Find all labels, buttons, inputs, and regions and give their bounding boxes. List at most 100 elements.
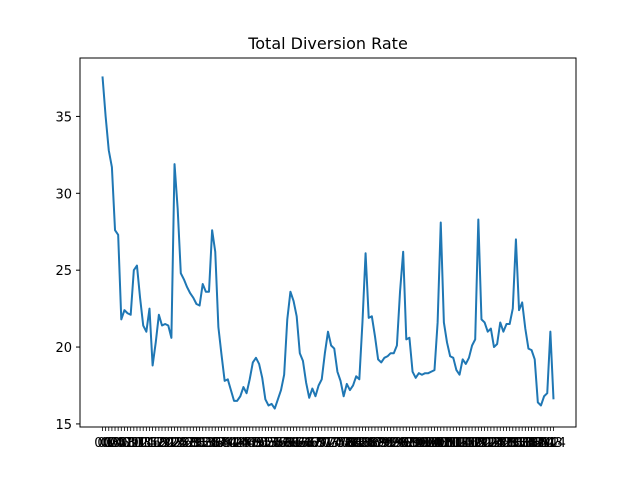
x-tick-label: 07 (116, 436, 133, 451)
x-tick-label: 49 (248, 436, 265, 451)
x-tick-label: 125 (482, 436, 507, 451)
x-tick-label: 119 (463, 436, 488, 451)
x-tick-label: 21 (160, 436, 177, 451)
x-tick-label: 52 (257, 436, 274, 451)
x-tick-label: 02 (100, 436, 117, 451)
x-tick-label: 110 (435, 436, 460, 451)
x-tick-label: 81 (348, 436, 365, 451)
x-tick-label: 15 (141, 436, 158, 451)
x-tick-label: 70 (313, 436, 330, 451)
x-tick-label: 72 (320, 436, 337, 451)
x-tick-label: 58 (276, 436, 293, 451)
x-tick-label: 51 (254, 436, 271, 451)
x-tick-label: 89 (373, 436, 390, 451)
x-tick-label: 140 (529, 436, 554, 451)
x-tick-label: 116 (453, 436, 478, 451)
x-tick-label: 66 (301, 436, 318, 451)
x-tick-label: 80 (345, 436, 362, 451)
x-tick-label: 99 (404, 436, 421, 451)
x-tick-label: 82 (351, 436, 368, 451)
x-tick-label: 112 (441, 436, 466, 451)
x-tick-label: 135 (513, 436, 538, 451)
x-tick-label: 27 (179, 436, 196, 451)
x-tick-label: 08 (119, 436, 136, 451)
plot-frame (79, 57, 577, 428)
x-tick-label: 43 (229, 436, 246, 451)
x-tick-label: 71 (317, 436, 334, 451)
x-tick-label: 133 (507, 436, 532, 451)
x-tick-label: 128 (491, 436, 516, 451)
x-tick-label: 31 (191, 436, 208, 451)
y-tick-label: 35 (55, 110, 72, 125)
x-tick-label: 137 (519, 436, 544, 451)
x-tick-label: 14 (138, 436, 155, 451)
x-tick-label: 129 (494, 436, 519, 451)
x-tick-label: 95 (392, 436, 409, 451)
x-tick-label: 100 (403, 436, 428, 451)
x-tick-label: 88 (370, 436, 387, 451)
x-tick-label: 144 (541, 436, 566, 451)
x-tick-label: 114 (447, 436, 472, 451)
x-tick-label: 84 (357, 436, 374, 451)
x-tick-label: 37 (210, 436, 227, 451)
x-tick-label: 139 (525, 436, 550, 451)
x-tick-label: 06 (113, 436, 130, 451)
x-tick-label: 41 (223, 436, 240, 451)
x-tick-label: 73 (323, 436, 340, 451)
x-tick-label: 98 (401, 436, 418, 451)
x-tick-label: 109 (431, 436, 456, 451)
x-tick-label: 28 (182, 436, 199, 451)
x-tick-label: 101 (406, 436, 431, 451)
x-tick-label: 62 (288, 436, 305, 451)
x-tick-label: 106 (422, 436, 447, 451)
x-tick-label: 55 (266, 436, 283, 451)
x-tick-label: 61 (285, 436, 302, 451)
x-tick-label: 97 (398, 436, 415, 451)
x-tick-label: 25 (173, 436, 190, 451)
x-tick-label: 57 (273, 436, 290, 451)
x-tick-label: 67 (304, 436, 321, 451)
x-tick-label: 35 (204, 436, 221, 451)
x-tick-label: 03 (104, 436, 121, 451)
x-tick-label: 87 (367, 436, 384, 451)
x-tick-label: 18 (151, 436, 168, 451)
x-tick-label: 120 (466, 436, 491, 451)
x-tick-label: 10 (126, 436, 143, 451)
y-axis-ticks: 15 20 25 30 35 (55, 110, 80, 433)
x-tick-label: 53 (260, 436, 277, 451)
series-line (101, 76, 555, 410)
x-tick-label: 102 (410, 436, 435, 451)
x-tick-label: 69 (310, 436, 327, 451)
y-tick-label: 30 (55, 187, 72, 202)
x-tick-label: 121 (469, 436, 494, 451)
x-tick-label: 05 (110, 436, 127, 451)
x-tick-label: 17 (147, 436, 164, 451)
x-tick-label: 115 (450, 436, 475, 451)
x-tick-label: 29 (185, 436, 202, 451)
x-tick-label: 39 (216, 436, 233, 451)
x-tick-label: 124 (478, 436, 503, 451)
x-tick-label: 127 (488, 436, 513, 451)
x-tick-label: 78 (339, 436, 356, 451)
y-tick-label: 25 (55, 264, 72, 279)
x-tick-label: 59 (279, 436, 296, 451)
x-tick-label: 38 (213, 436, 230, 451)
x-tick-label: 68 (307, 436, 324, 451)
x-tick-label: 76 (332, 436, 349, 451)
x-tick-label: 94 (389, 436, 406, 451)
x-tick-label: 63 (292, 436, 309, 451)
x-tick-label: 136 (516, 436, 541, 451)
x-tick-label: 92 (382, 436, 399, 451)
x-tick-label: 01 (97, 436, 114, 451)
x-tick-label: 44 (232, 436, 249, 451)
x-tick-label: 24 (169, 436, 186, 451)
x-tick-label: 19 (154, 436, 171, 451)
x-tick-label: 83 (354, 436, 371, 451)
x-tick-label: 75 (329, 436, 346, 451)
x-tick-label: 30 (188, 436, 205, 451)
x-tick-label: 142 (535, 436, 560, 451)
y-tick-label: 15 (55, 418, 72, 433)
x-tick-label: 42 (226, 436, 243, 451)
x-tick-label: 45 (235, 436, 252, 451)
